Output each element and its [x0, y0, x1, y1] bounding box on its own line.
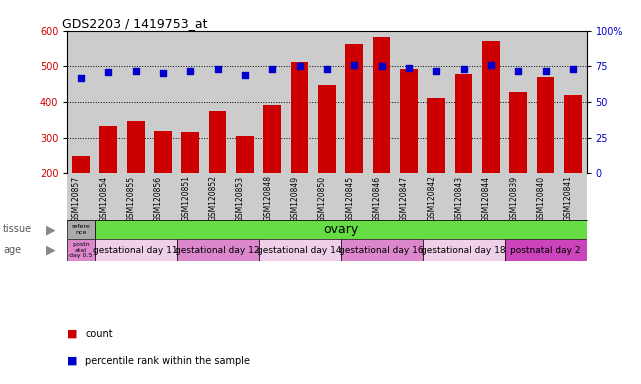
Bar [504, 239, 587, 261]
Text: GSM120840: GSM120840 [537, 175, 545, 222]
Point [294, 63, 304, 70]
Bar [318, 85, 336, 244]
Text: GSM120847: GSM120847 [400, 175, 409, 222]
Text: GDS2203 / 1419753_at: GDS2203 / 1419753_at [62, 17, 208, 30]
Bar [564, 95, 582, 244]
Text: GSM120853: GSM120853 [236, 175, 245, 222]
Text: GSM120844: GSM120844 [482, 175, 491, 222]
Text: ▶: ▶ [46, 223, 56, 236]
Bar [291, 62, 308, 244]
Text: GSM120846: GSM120846 [372, 175, 381, 222]
Point [185, 68, 196, 74]
Bar [482, 41, 500, 244]
Text: gestational day 16: gestational day 16 [339, 246, 424, 255]
Bar [340, 239, 422, 261]
Bar [454, 74, 472, 244]
Text: GSM120851: GSM120851 [181, 175, 190, 222]
Text: GSM120855: GSM120855 [127, 175, 136, 222]
Text: ■: ■ [67, 356, 78, 366]
Point [458, 66, 469, 72]
Point [322, 66, 332, 72]
Bar [67, 239, 95, 261]
Text: postn
atal
day 0.5: postn atal day 0.5 [69, 242, 93, 258]
Bar [209, 111, 226, 244]
Text: gestational day 12: gestational day 12 [176, 246, 260, 255]
Text: gestational day 18: gestational day 18 [421, 246, 506, 255]
Bar [258, 239, 340, 261]
Point [158, 70, 168, 76]
Point [431, 68, 442, 74]
Point [349, 62, 360, 68]
Text: GSM120850: GSM120850 [318, 175, 327, 222]
Text: count: count [85, 329, 113, 339]
Text: refere
nce: refere nce [72, 224, 90, 235]
Text: gestational day 14: gestational day 14 [257, 246, 342, 255]
Point [240, 72, 250, 78]
Bar [400, 69, 418, 244]
Bar [67, 220, 95, 239]
Bar [236, 136, 254, 244]
Bar [422, 239, 504, 261]
Point [131, 68, 141, 74]
Bar [127, 121, 144, 244]
Text: gestational day 11: gestational day 11 [94, 246, 178, 255]
Text: GSM120852: GSM120852 [208, 175, 217, 222]
Text: GSM120849: GSM120849 [290, 175, 299, 222]
Bar [95, 239, 177, 261]
Bar [72, 156, 90, 244]
Text: ■: ■ [67, 329, 78, 339]
Bar [372, 37, 390, 244]
Text: GSM120854: GSM120854 [99, 175, 108, 222]
Bar [428, 98, 445, 244]
Point [568, 66, 578, 72]
Bar [537, 77, 554, 244]
Text: GSM120845: GSM120845 [345, 175, 354, 222]
Bar [345, 44, 363, 244]
Point [540, 68, 551, 74]
Text: GSM120841: GSM120841 [564, 175, 573, 222]
Point [267, 66, 278, 72]
Bar [154, 131, 172, 244]
Point [376, 63, 387, 70]
Point [513, 68, 523, 74]
Text: percentile rank within the sample: percentile rank within the sample [85, 356, 250, 366]
Bar [510, 92, 527, 244]
Point [76, 74, 86, 81]
Text: ovary: ovary [323, 223, 358, 236]
Point [103, 69, 113, 75]
Bar [263, 106, 281, 244]
Text: tissue: tissue [3, 224, 32, 234]
Text: age: age [3, 245, 21, 255]
Point [404, 65, 414, 71]
Bar [177, 239, 258, 261]
Text: GSM120848: GSM120848 [263, 175, 272, 222]
Text: GSM120842: GSM120842 [427, 175, 437, 222]
Point [486, 62, 496, 68]
Text: postnatal day 2: postnatal day 2 [510, 246, 581, 255]
Text: GSM120856: GSM120856 [154, 175, 163, 222]
Text: GSM120839: GSM120839 [509, 175, 518, 222]
Bar [99, 126, 117, 244]
Point [212, 66, 222, 72]
Text: GSM120843: GSM120843 [454, 175, 463, 222]
Text: ▶: ▶ [46, 243, 56, 257]
Bar [181, 132, 199, 244]
Text: GSM120857: GSM120857 [72, 175, 81, 222]
